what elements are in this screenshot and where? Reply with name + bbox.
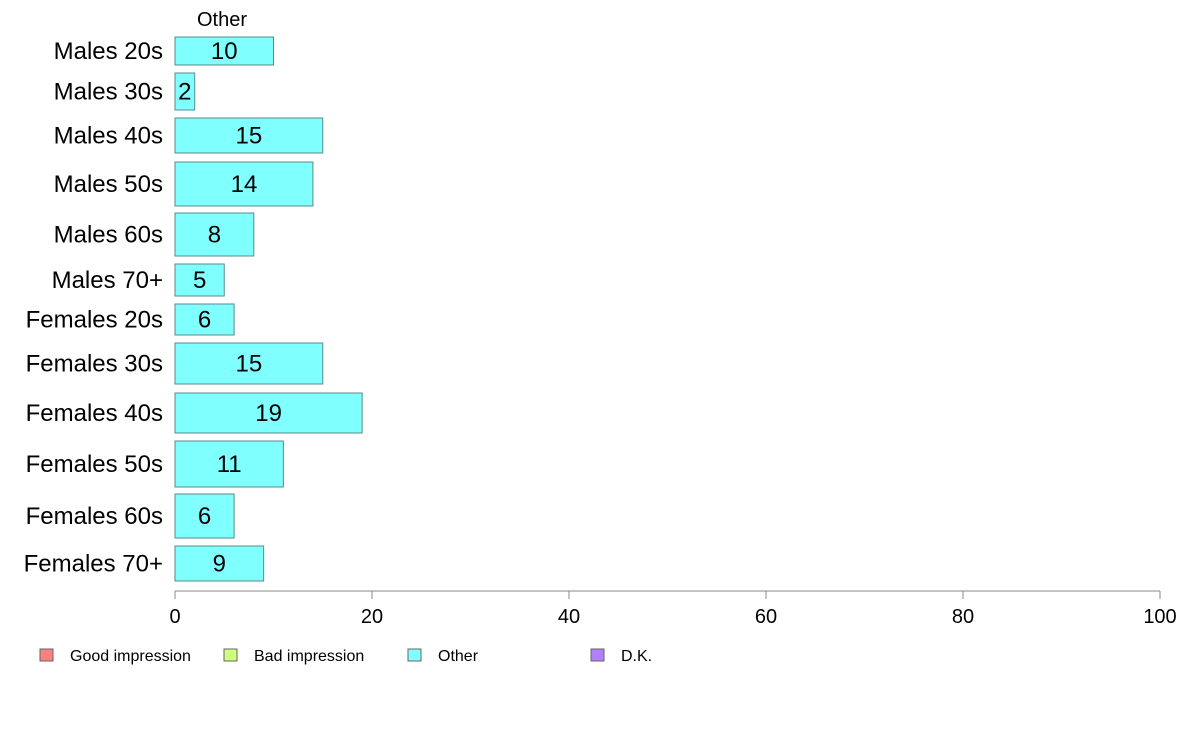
x-tick-label: 40 — [558, 606, 580, 628]
legend-swatch — [590, 648, 605, 662]
bar-value-label: 8 — [208, 222, 221, 249]
x-tick-label: 20 — [361, 606, 383, 628]
bar — [174, 161, 314, 207]
bar — [174, 117, 324, 154]
category-label: Females 60s — [26, 503, 163, 530]
category-label: Females 20s — [26, 307, 163, 334]
legend-label: Bad impression — [254, 648, 364, 665]
bar — [174, 392, 363, 434]
bar-value-label: 19 — [255, 400, 282, 427]
bar-value-label: 5 — [193, 267, 206, 294]
category-label: Males 30s — [54, 79, 163, 106]
category-label: Females 40s — [26, 400, 163, 427]
bar-value-label: 6 — [198, 503, 211, 530]
bar — [174, 263, 225, 297]
x-tick-label: 0 — [169, 606, 180, 628]
category-label: Males 40s — [54, 123, 163, 150]
category-label: Females 70+ — [24, 551, 163, 578]
x-tick-label: 100 — [1143, 606, 1176, 628]
category-label: Females 30s — [26, 351, 163, 378]
bar-value-label: 14 — [231, 171, 258, 198]
legend-swatch — [223, 648, 238, 662]
x-axis: 0 20 40 60 80 100 — [169, 590, 1177, 628]
category-label: Males 20s — [54, 38, 163, 65]
bar-value-label: 2 — [178, 79, 191, 106]
bar — [174, 440, 284, 488]
bar — [174, 36, 274, 66]
bar-value-label: 9 — [213, 551, 226, 578]
legend-label: D.K. — [621, 648, 652, 665]
category-label: Males 50s — [54, 171, 163, 198]
legend: Good impression Bad impression Other D.K. — [39, 648, 652, 665]
series-title: Other — [197, 9, 247, 31]
x-tick-label: 60 — [755, 606, 777, 628]
legend-swatch — [39, 648, 54, 662]
bar — [174, 303, 235, 336]
category-label: Males 70+ — [52, 267, 163, 294]
bar — [174, 545, 265, 582]
bar-value-label: 15 — [236, 123, 263, 150]
bar-value-label: 10 — [211, 38, 238, 65]
category-label: Females 50s — [26, 451, 163, 478]
bar-value-label: 15 — [236, 351, 263, 378]
x-tick-label: 80 — [952, 606, 974, 628]
bars-group: Males 20s 10 Males 30s 2 Males 40s 15 Males 50… — [24, 36, 363, 582]
bar — [174, 493, 235, 539]
legend-label: Good impression — [70, 648, 191, 665]
bar — [174, 342, 324, 385]
legend-label: Other — [438, 648, 479, 665]
category-label: Males 60s — [54, 222, 163, 249]
bar — [174, 72, 196, 111]
legend-swatch — [407, 648, 422, 662]
bar-value-label: 6 — [198, 307, 211, 334]
bar-value-label: 11 — [217, 451, 242, 478]
bar — [174, 212, 255, 257]
